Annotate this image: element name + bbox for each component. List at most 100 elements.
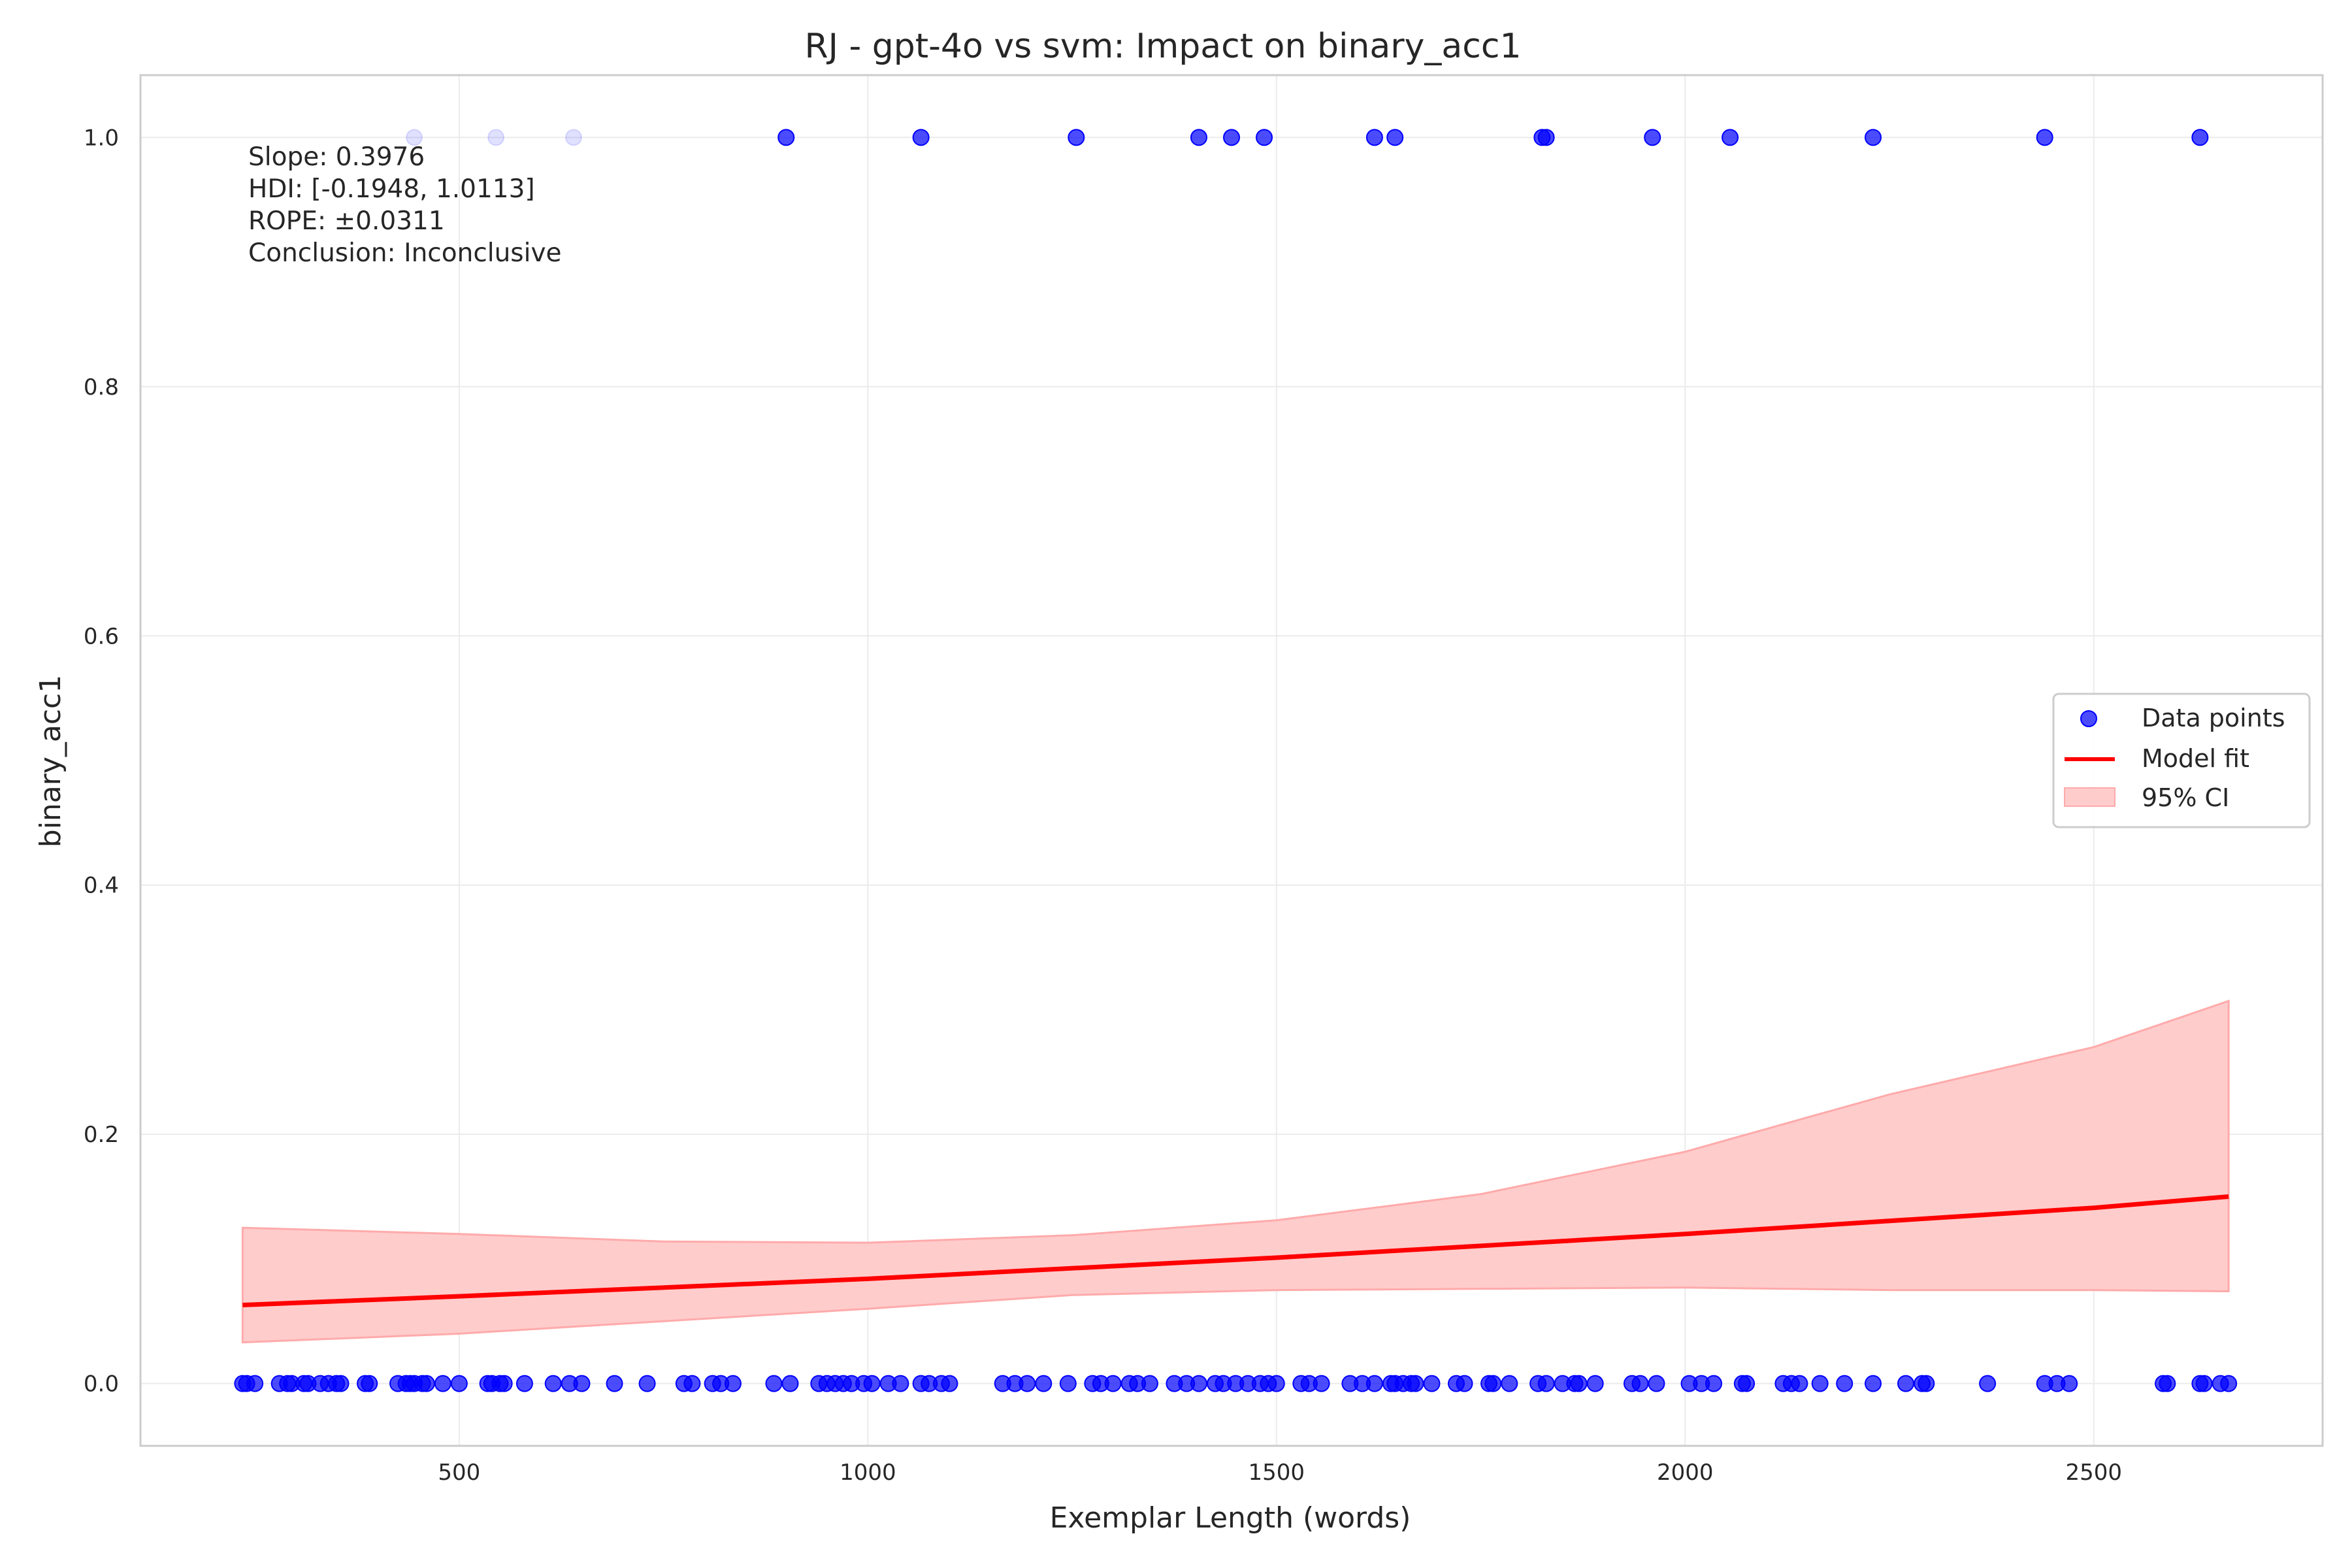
- data-point: [1141, 1375, 1158, 1392]
- x-tick-label: 2500: [2065, 1460, 2122, 1486]
- data-point: [1537, 1375, 1555, 1392]
- legend-label-model-fit: Model fit: [2142, 744, 2249, 773]
- ci-band: [241, 1000, 2230, 1344]
- y-tick-label: 1.0: [84, 125, 119, 151]
- y-tick-label: 0.2: [84, 1122, 119, 1148]
- data-point: [1104, 1375, 1122, 1392]
- x-tick-label: 1000: [840, 1460, 896, 1486]
- data-point: [1035, 1375, 1053, 1392]
- data-point: [2195, 1375, 2213, 1392]
- annotation-hdi: HDI: [-0.1948, 1.0113]: [248, 174, 535, 204]
- data-point: [406, 129, 423, 146]
- data-point: [1918, 1375, 1935, 1392]
- data-point: [1979, 1375, 1997, 1392]
- data-point: [1648, 1375, 1665, 1392]
- data-point: [724, 1375, 742, 1392]
- data-point: [2191, 129, 2209, 146]
- legend-label-ci: 95% CI: [2142, 783, 2229, 812]
- data-point: [361, 1375, 378, 1392]
- plot-frame: [139, 74, 2324, 1447]
- data-point: [1190, 129, 1207, 146]
- data-point: [777, 129, 795, 146]
- data-point: [1631, 1375, 1649, 1392]
- data-point: [450, 1375, 468, 1392]
- data-point: [638, 1375, 656, 1392]
- data-point: [1456, 1375, 1473, 1392]
- data-points-layer: [234, 129, 2238, 1392]
- data-point: [1190, 1375, 1207, 1392]
- data-point: [1484, 1375, 1502, 1392]
- data-point: [1019, 1375, 1036, 1392]
- x-axis-label: Exemplar Length (words): [1050, 1501, 1411, 1535]
- x-tick-label: 2000: [1657, 1460, 1714, 1486]
- ci-band-layer: [241, 1000, 2230, 1344]
- data-point: [765, 1375, 783, 1392]
- legend-marker-data-points: [2080, 710, 2097, 727]
- data-point: [1068, 129, 1085, 146]
- legend-box: [2052, 693, 2311, 828]
- data-point: [1811, 1375, 1829, 1392]
- data-point: [1313, 1375, 1330, 1392]
- data-point: [941, 1375, 958, 1392]
- data-point: [2061, 1375, 2078, 1392]
- x-tick-label: 500: [438, 1460, 480, 1486]
- data-point: [1722, 129, 1739, 146]
- data-point: [1791, 1375, 1808, 1392]
- data-point: [1365, 1375, 1383, 1392]
- data-point: [2036, 129, 2053, 146]
- chart-title: RJ - gpt-4o vs svm: Impact on binary_acc…: [804, 27, 1521, 66]
- data-point: [1423, 1375, 1441, 1392]
- data-point: [1501, 1375, 1518, 1392]
- data-point: [1223, 129, 1240, 146]
- annotation-rope: ROPE: ±0.0311: [248, 206, 445, 236]
- legend-label-data-points: Data points: [2142, 704, 2285, 732]
- stats-annotation: Slope: 0.3976 HDI: [-0.1948, 1.0113] ROP…: [248, 142, 562, 268]
- data-point: [863, 1375, 881, 1392]
- data-point: [434, 1375, 451, 1392]
- data-point: [573, 1375, 591, 1392]
- data-point: [1256, 129, 1273, 146]
- data-point: [246, 1375, 264, 1392]
- x-tick-label: 1500: [1249, 1460, 1305, 1486]
- y-axis-label: binary_acc1: [34, 675, 67, 847]
- data-point: [1738, 1375, 1756, 1392]
- y-tick-label: 0.0: [84, 1371, 119, 1397]
- y-tick-label: 0.8: [84, 374, 119, 400]
- data-point: [544, 1375, 562, 1392]
- data-point: [1705, 1375, 1723, 1392]
- data-point: [1537, 129, 1555, 146]
- y-tick-label: 0.6: [84, 623, 119, 649]
- data-point: [1267, 1375, 1285, 1392]
- model-fit-line: [242, 1194, 2229, 1307]
- data-point: [1644, 129, 1661, 146]
- data-point: [417, 1375, 435, 1392]
- data-point: [1897, 1375, 1915, 1392]
- data-point: [1864, 1375, 1882, 1392]
- data-point: [1864, 129, 1882, 146]
- data-point: [912, 129, 930, 146]
- data-point: [606, 1375, 623, 1392]
- data-point: [2220, 1375, 2238, 1392]
- data-point: [515, 1375, 533, 1392]
- annotation-conclusion: Conclusion: Inconclusive: [248, 238, 562, 268]
- data-point: [1836, 1375, 1854, 1392]
- legend: Data points Model fit 95% CI: [2052, 693, 2311, 828]
- data-point: [564, 129, 582, 146]
- data-point: [683, 1375, 701, 1392]
- tick-labels: 500 1000 1500 2000 2500 0.0 0.2 0.4 0.6 0.8 1.0: [84, 125, 2122, 1486]
- data-point: [1386, 129, 1404, 146]
- data-point: [1059, 1375, 1077, 1392]
- data-point: [1586, 1375, 1604, 1392]
- data-point: [1407, 1375, 1424, 1392]
- data-point: [1365, 129, 1383, 146]
- data-point: [1570, 1375, 1588, 1392]
- model-fit-layer: [242, 1194, 2229, 1307]
- data-point: [2159, 1375, 2176, 1392]
- data-point: [332, 1375, 350, 1392]
- data-point: [781, 1375, 799, 1392]
- legend-marker-ci: [2064, 787, 2115, 807]
- annotation-slope: Slope: 0.3976: [248, 142, 425, 172]
- data-point: [495, 1375, 513, 1392]
- y-tick-label: 0.4: [84, 873, 119, 899]
